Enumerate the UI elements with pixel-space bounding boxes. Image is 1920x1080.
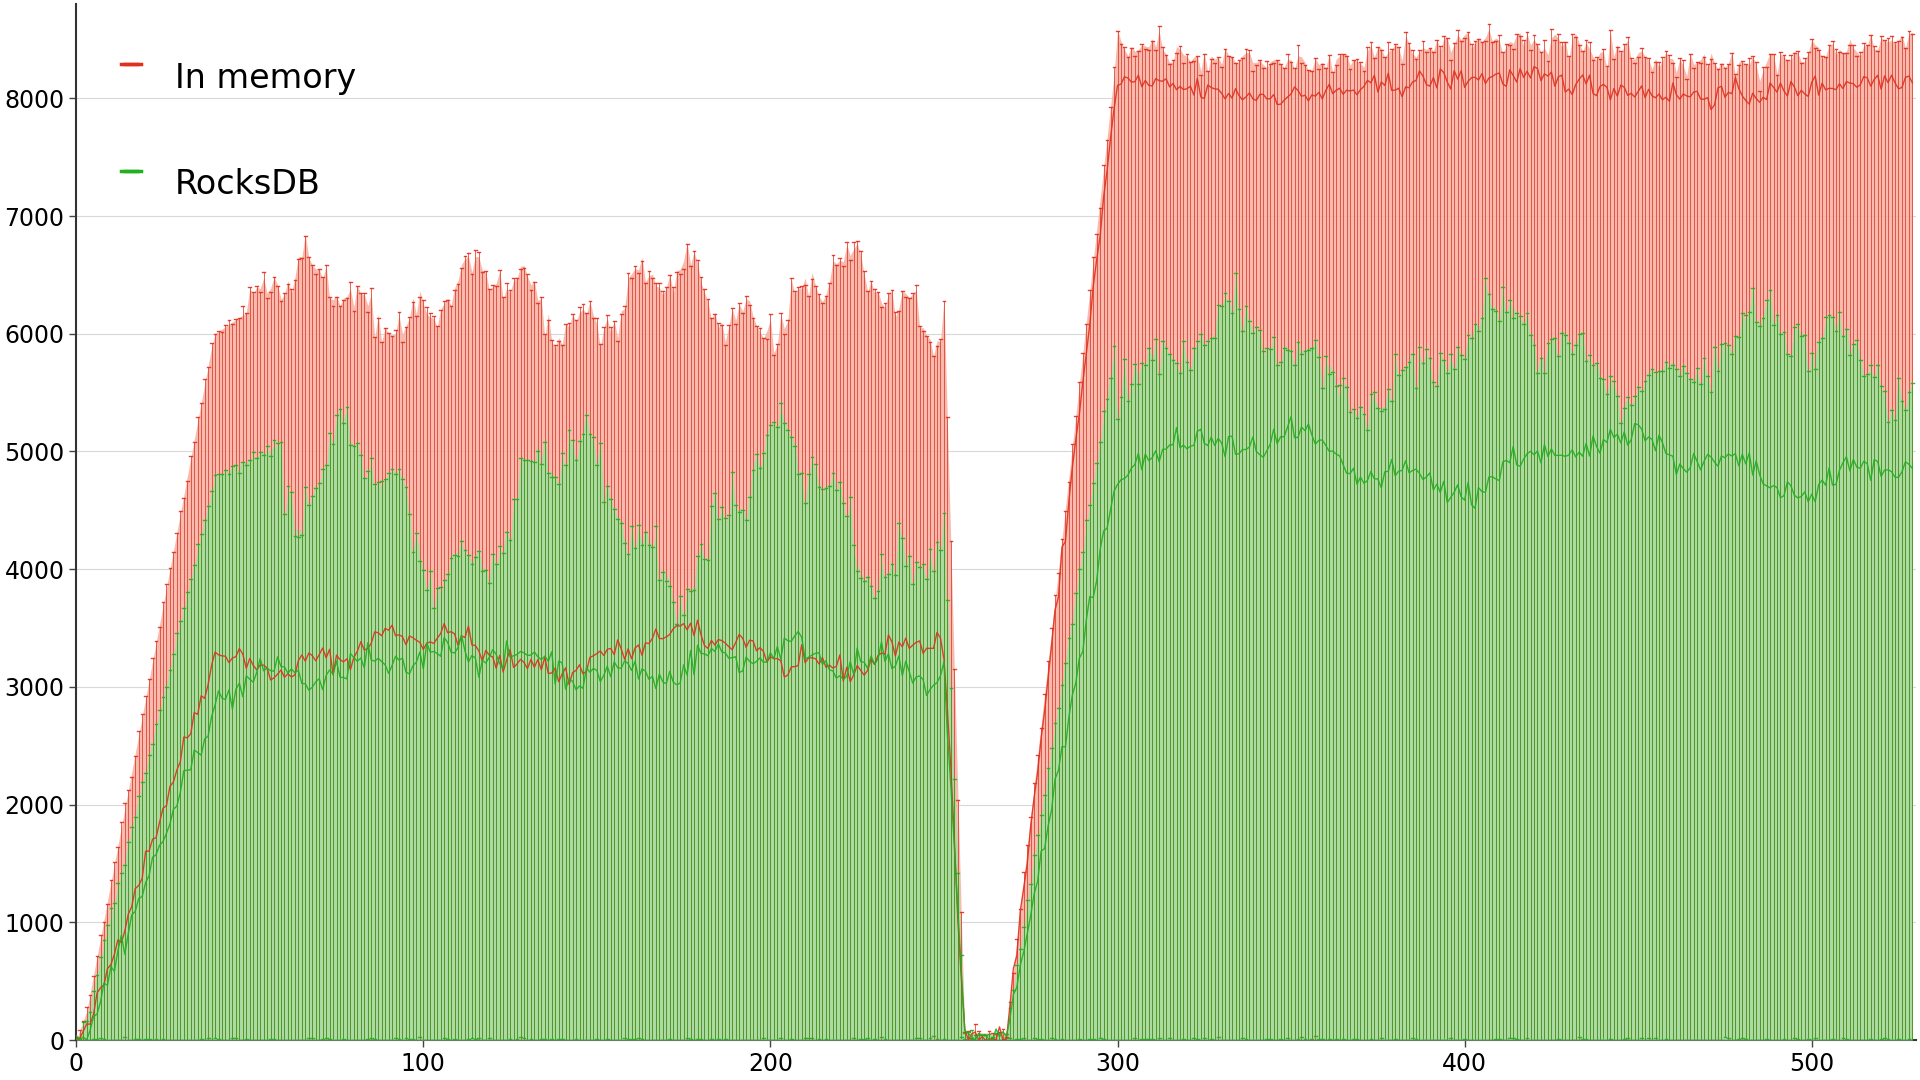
Legend: In memory, RocksDB: In memory, RocksDB bbox=[111, 31, 367, 231]
